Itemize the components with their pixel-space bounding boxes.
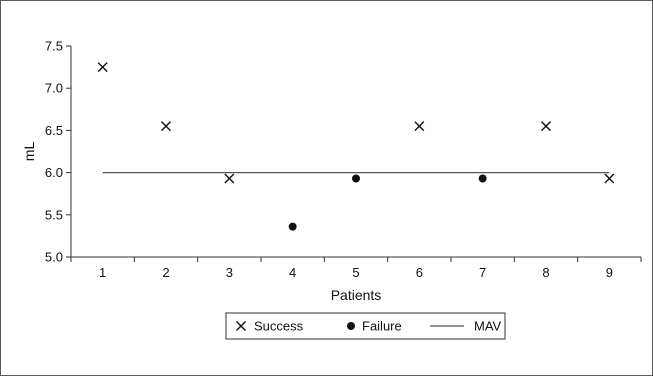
y-tick-label: 5.0 <box>45 250 63 265</box>
failure-point <box>352 174 360 183</box>
y-axis-title: mL <box>21 142 37 162</box>
y-tick-label: 7.5 <box>45 39 63 54</box>
x-tick-label: 3 <box>226 265 233 280</box>
x-tick-label: 8 <box>542 265 549 280</box>
x-axis: 1 2 3 4 5 6 7 8 9 <box>70 256 642 280</box>
x-tick-label: 5 <box>352 265 359 280</box>
success-point <box>604 173 615 184</box>
legend-label: MAV <box>474 319 502 334</box>
x-tick-label: 4 <box>289 265 296 280</box>
y-tick-label: 6.5 <box>45 123 63 138</box>
x-tick-label: 6 <box>416 265 423 280</box>
x-tick-label: 2 <box>162 265 169 280</box>
failure-point <box>288 222 297 231</box>
x-axis-title: Patients <box>331 287 382 303</box>
success-point <box>414 121 425 132</box>
y-tick-label: 5.5 <box>45 207 63 222</box>
legend-label: Success <box>254 319 304 334</box>
success-point <box>541 121 551 132</box>
x-tick-label: 1 <box>99 265 106 280</box>
success-point <box>161 121 171 132</box>
success-point <box>97 62 108 73</box>
success-point <box>224 173 235 184</box>
y-tick-label: 7.0 <box>45 81 63 96</box>
legend-failure-marker <box>347 322 355 330</box>
legend-success-marker <box>236 321 246 331</box>
x-tick-label: 9 <box>606 265 613 280</box>
legend-label: Failure <box>362 319 402 334</box>
x-tick-label: 7 <box>479 265 486 280</box>
y-axis: 5.0 5.5 6.0 6.5 7.0 7.5 <box>45 39 72 265</box>
failure-point <box>478 174 487 183</box>
y-tick-label: 6.0 <box>45 165 63 180</box>
legend: Success Failure MAV <box>225 312 506 340</box>
points-layer <box>97 62 615 231</box>
